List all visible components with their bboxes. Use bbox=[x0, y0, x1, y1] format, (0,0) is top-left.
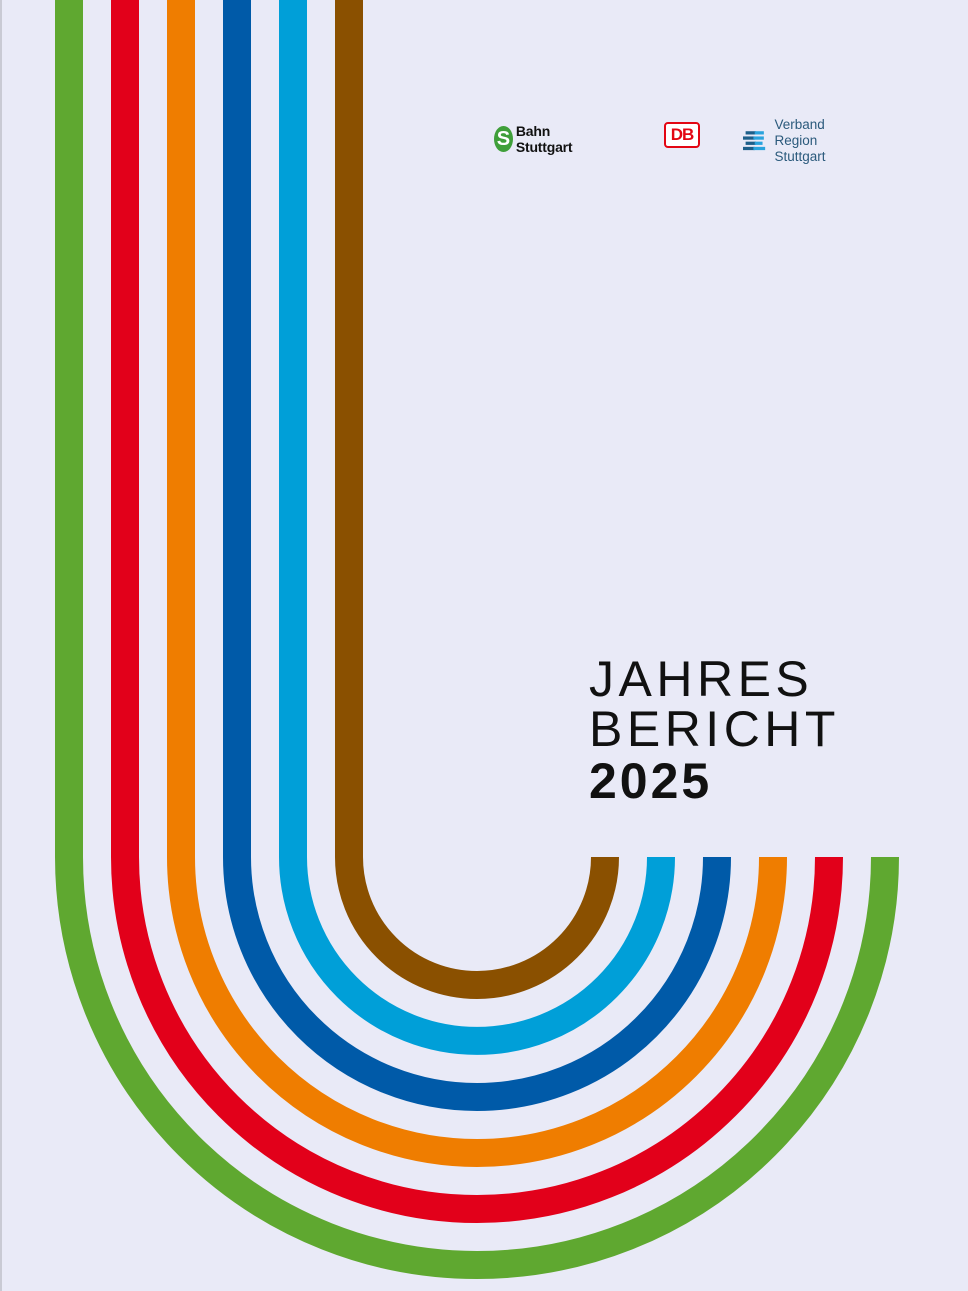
db-logo: DB bbox=[664, 122, 700, 148]
sbahn-s-icon: S bbox=[494, 126, 513, 152]
stripe-blue bbox=[223, 0, 731, 1111]
page-edge bbox=[0, 0, 2, 1291]
title-line1: JAHRES bbox=[589, 651, 814, 707]
verband-line1: Verband bbox=[774, 117, 825, 132]
verband-line2: Region Stuttgart bbox=[774, 133, 826, 164]
stripe-brown bbox=[335, 0, 619, 999]
verband-region-stuttgart-logo: Verband Region Stuttgart bbox=[743, 117, 838, 165]
stripe-orange bbox=[167, 0, 787, 1167]
sbahn-logo-text: Bahn Stuttgart bbox=[515, 123, 573, 155]
title-line2: BERICHT bbox=[589, 701, 840, 757]
stripe-light-blue bbox=[279, 0, 675, 1055]
stripe-red bbox=[111, 0, 843, 1223]
report-title: JAHRES BERICHT 2025 bbox=[589, 654, 840, 806]
stripe-green bbox=[55, 0, 899, 1279]
title-year: 2025 bbox=[589, 753, 713, 809]
verband-stripes-icon bbox=[743, 131, 766, 151]
sbahn-stuttgart-logo: S Bahn Stuttgart bbox=[494, 123, 580, 155]
